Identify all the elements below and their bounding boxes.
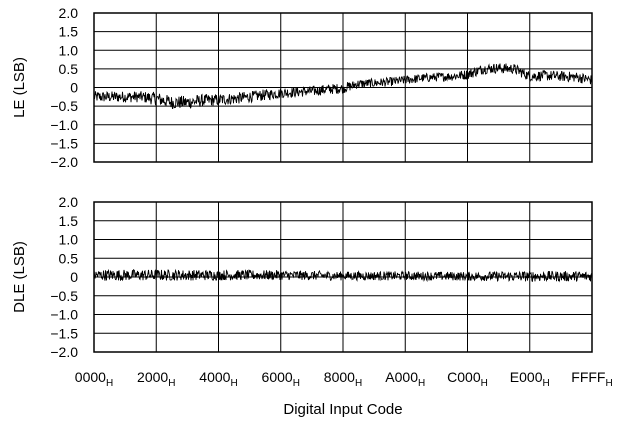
x-tick-label: FFFFH bbox=[571, 369, 612, 389]
x-tick-label: 4000H bbox=[199, 369, 237, 389]
y-tick-label: 0 bbox=[70, 80, 78, 96]
y-tick-label: 2.0 bbox=[59, 194, 79, 210]
y-tick-label: 1.0 bbox=[59, 232, 79, 248]
y-tick-label: −1.5 bbox=[50, 325, 78, 341]
x-tick-label: E000H bbox=[510, 369, 550, 389]
y-tick-label: −1.0 bbox=[50, 117, 78, 133]
y-tick-label: 1.5 bbox=[59, 213, 79, 229]
y-tick-label: −1.5 bbox=[50, 135, 78, 151]
y-tick-label: −2.0 bbox=[50, 344, 78, 360]
y-tick-label: 0 bbox=[70, 269, 78, 285]
data-series-1 bbox=[93, 63, 593, 110]
plot-frame bbox=[93, 12, 593, 163]
y-tick-label: 0.5 bbox=[59, 61, 79, 77]
x-tick-label: 8000H bbox=[324, 369, 362, 389]
data-series-1 bbox=[93, 268, 593, 283]
y-tick-label: −1.0 bbox=[50, 307, 78, 323]
x-tick-label: 2000H bbox=[137, 369, 175, 389]
y-tick-label: 1.5 bbox=[59, 24, 79, 40]
x-tick-label: 0000H bbox=[75, 369, 113, 389]
y-axis-label: LE (LSB) bbox=[11, 57, 28, 118]
x-tick-label: A000H bbox=[385, 369, 425, 389]
x-tick-label: 6000H bbox=[262, 369, 300, 389]
y-axis-label: DLE (LSB) bbox=[11, 241, 28, 313]
y-tick-label: 2.0 bbox=[59, 5, 79, 21]
y-tick-label: −0.5 bbox=[50, 98, 78, 114]
x-axis-label: Digital Input Code bbox=[283, 401, 402, 418]
x-tick-label: C000H bbox=[447, 369, 488, 389]
chart-panel-1: 2.0 1.5 1.0 0.5 0 −0.5 −1.0 −1.5 −2.0 LE (LSB) bbox=[11, 5, 593, 170]
chart-panel-2: 2.0 1.5 1.0 0.5 0 −0.5 −1.0 −1.5 −2.0 DLE (LSB) 00… bbox=[11, 194, 613, 418]
y-tick-label: 1.0 bbox=[59, 42, 79, 58]
y-tick-label: −0.5 bbox=[50, 288, 78, 304]
y-tick-label: 0.5 bbox=[59, 250, 79, 266]
y-tick-label: −2.0 bbox=[50, 154, 78, 170]
